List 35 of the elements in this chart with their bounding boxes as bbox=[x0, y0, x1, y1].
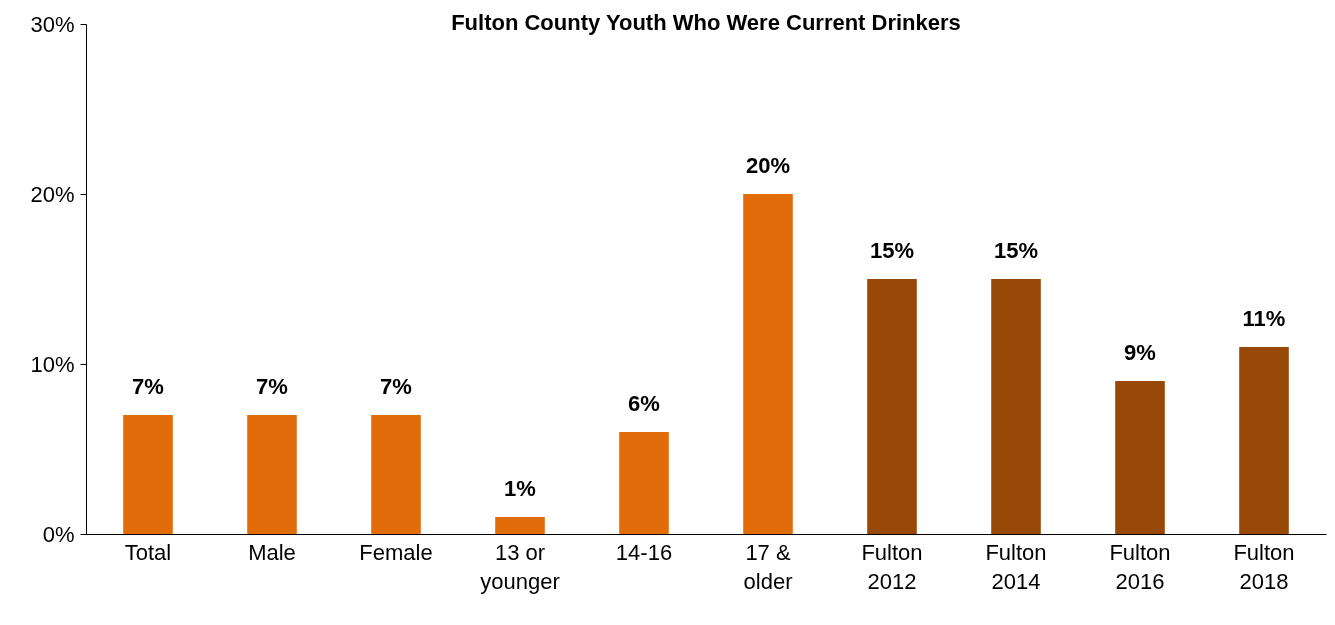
data-label: 7% bbox=[380, 374, 412, 399]
bar bbox=[371, 415, 421, 534]
y-tick-label: 10% bbox=[30, 351, 75, 377]
y-tick-label: 30% bbox=[30, 11, 75, 37]
data-label: 9% bbox=[1124, 340, 1156, 365]
x-tick-label: Female bbox=[359, 539, 433, 565]
data-label: 6% bbox=[628, 391, 660, 416]
x-tick-label: Total bbox=[124, 539, 172, 565]
data-label: 15% bbox=[993, 238, 1039, 263]
bar bbox=[1115, 381, 1165, 534]
bar bbox=[1239, 347, 1289, 534]
bar bbox=[867, 279, 917, 534]
data-label: 7% bbox=[132, 374, 164, 399]
data-label: 11% bbox=[1242, 306, 1286, 331]
x-tick-label: Fulton 2018 bbox=[1233, 539, 1295, 594]
data-label: 1% bbox=[504, 476, 536, 501]
bar bbox=[619, 432, 669, 534]
y-tick-label: 0% bbox=[42, 521, 75, 547]
x-tick-label: 13 or younger bbox=[480, 539, 560, 594]
bar bbox=[123, 415, 173, 534]
x-tick-label: Fulton 2014 bbox=[985, 539, 1047, 594]
y-tick-label: 20% bbox=[30, 181, 75, 207]
bar bbox=[495, 517, 545, 534]
data-label: 20% bbox=[745, 153, 791, 178]
bar bbox=[247, 415, 297, 534]
chart-title: Fulton County Youth Who Were Current Drinkers bbox=[451, 10, 961, 35]
x-tick-label: Fulton 2016 bbox=[1109, 539, 1171, 594]
x-tick-label: 14-16 bbox=[615, 539, 673, 565]
bar bbox=[743, 194, 793, 534]
data-label: 7% bbox=[256, 374, 288, 399]
data-label: 15% bbox=[869, 238, 915, 263]
x-tick-label: 17 & older bbox=[743, 539, 793, 594]
x-tick-label: Male bbox=[248, 539, 296, 565]
x-tick-label: Fulton 2012 bbox=[861, 539, 923, 594]
bar bbox=[991, 279, 1041, 534]
